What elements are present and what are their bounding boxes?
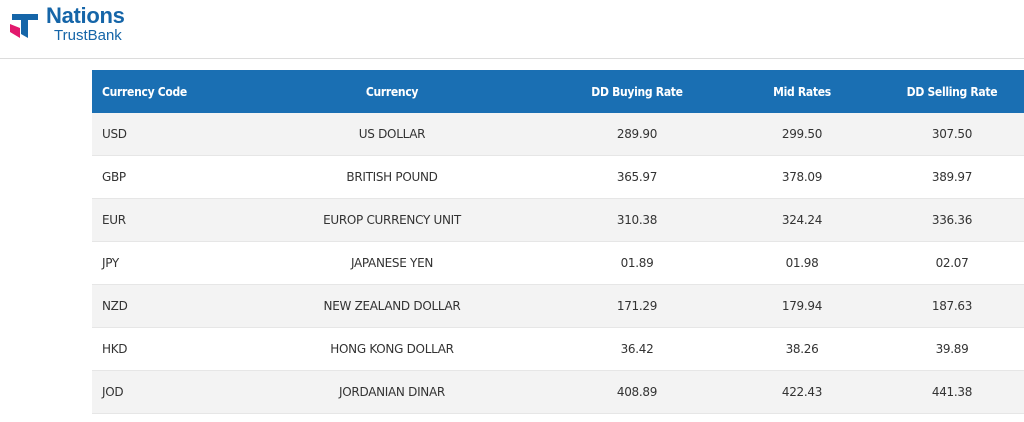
logo-name-line2: TrustBank	[54, 27, 122, 44]
table-header-row: Currency Code Currency DD Buying Rate Mi…	[92, 70, 1024, 113]
column-header-mid-rates: Mid Rates	[732, 70, 872, 113]
cell-currency-code: JOD	[92, 370, 242, 414]
column-header-currency: Currency	[242, 70, 542, 113]
cell-selling-rate: 39.89	[872, 327, 1024, 371]
cell-buying-rate: 36.42	[542, 327, 732, 371]
cell-currency: JORDANIAN DINAR	[242, 370, 542, 414]
site-header: Nations TrustBank	[0, 0, 1024, 59]
cell-currency-code: EUR	[92, 198, 242, 242]
cell-selling-rate: 02.07	[872, 241, 1024, 285]
cell-currency-code: JPY	[92, 241, 242, 285]
cell-buying-rate: 01.89	[542, 241, 732, 285]
cell-currency: NEW ZEALAND DOLLAR	[242, 284, 542, 328]
cell-buying-rate: 289.90	[542, 113, 732, 156]
table-row: GBP BRITISH POUND 365.97 378.09 389.97	[92, 155, 1024, 199]
cell-selling-rate: 307.50	[872, 113, 1024, 156]
cell-currency: EUROP CURRENCY UNIT	[242, 198, 542, 242]
cell-currency: US DOLLAR	[242, 113, 542, 156]
nations-trust-bank-logo[interactable]: Nations TrustBank	[8, 4, 125, 44]
column-header-currency-code: Currency Code	[92, 70, 242, 113]
cell-mid-rate: 299.50	[732, 113, 872, 156]
cell-buying-rate: 310.38	[542, 198, 732, 242]
table-row: JPY JAPANESE YEN 01.89 01.98 02.07	[92, 241, 1024, 285]
table-row: HKD HONG KONG DOLLAR 36.42 38.26 39.89	[92, 327, 1024, 371]
cell-buying-rate: 365.97	[542, 155, 732, 199]
cell-buying-rate: 171.29	[542, 284, 732, 328]
table-row: NZD NEW ZEALAND DOLLAR 171.29 179.94 187…	[92, 284, 1024, 328]
cell-selling-rate: 336.36	[872, 198, 1024, 242]
logo-name-line1: Nations	[46, 3, 125, 28]
cell-mid-rate: 01.98	[732, 241, 872, 285]
table-row: JOD JORDANIAN DINAR 408.89 422.43 441.38	[92, 370, 1024, 414]
cell-mid-rate: 38.26	[732, 327, 872, 371]
column-header-dd-buying-rate: DD Buying Rate	[542, 70, 732, 113]
cell-mid-rate: 422.43	[732, 370, 872, 414]
column-header-dd-selling-rate: DD Selling Rate	[872, 70, 1024, 113]
cell-selling-rate: 389.97	[872, 155, 1024, 199]
cell-currency: HONG KONG DOLLAR	[242, 327, 542, 371]
cell-selling-rate: 441.38	[872, 370, 1024, 414]
cell-buying-rate: 408.89	[542, 370, 732, 414]
cell-currency-code: NZD	[92, 284, 242, 328]
cell-currency: BRITISH POUND	[242, 155, 542, 199]
logo-icon	[10, 14, 38, 38]
cell-currency-code: USD	[92, 113, 242, 156]
cell-mid-rate: 378.09	[732, 155, 872, 199]
cell-currency: JAPANESE YEN	[242, 241, 542, 285]
table-row: EUR EUROP CURRENCY UNIT 310.38 324.24 33…	[92, 198, 1024, 242]
cell-mid-rate: 324.24	[732, 198, 872, 242]
cell-mid-rate: 179.94	[732, 284, 872, 328]
cell-selling-rate: 187.63	[872, 284, 1024, 328]
logo-wordmark: Nations TrustBank	[46, 4, 125, 44]
cell-currency-code: GBP	[92, 155, 242, 199]
table-row: USD US DOLLAR 289.90 299.50 307.50	[92, 113, 1024, 156]
cell-currency-code: HKD	[92, 327, 242, 371]
exchange-rates-table: Currency Code Currency DD Buying Rate Mi…	[92, 70, 1024, 414]
